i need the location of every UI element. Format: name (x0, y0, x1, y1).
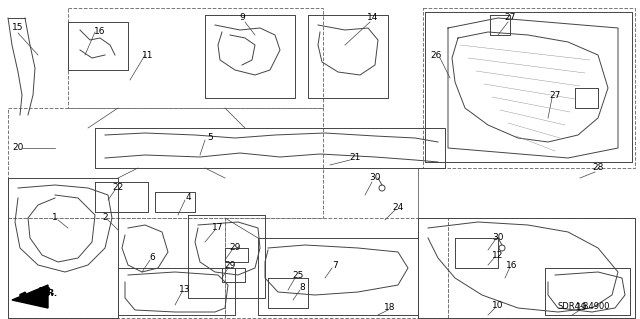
Text: 29: 29 (224, 261, 236, 270)
Bar (8, 108, 323, 218)
Text: 13: 13 (179, 286, 191, 294)
Text: 9: 9 (239, 13, 245, 23)
Text: FR.: FR. (38, 287, 56, 297)
Bar (225, 218, 448, 318)
Text: SDR4-B4900: SDR4-B4900 (557, 302, 610, 311)
Text: 20: 20 (12, 144, 24, 152)
Text: 7: 7 (332, 261, 338, 270)
Text: 28: 28 (592, 164, 604, 173)
Text: 17: 17 (212, 224, 224, 233)
Text: FR.: FR. (42, 290, 58, 299)
Text: 22: 22 (113, 183, 124, 192)
Text: 18: 18 (384, 303, 396, 313)
Text: 5: 5 (207, 133, 213, 143)
Bar (68, 8, 323, 108)
Text: 24: 24 (392, 204, 404, 212)
Text: 21: 21 (349, 153, 361, 162)
Bar (423, 8, 635, 168)
Text: 30: 30 (492, 234, 504, 242)
Bar (448, 218, 635, 318)
Text: 16: 16 (94, 27, 106, 36)
Bar (8, 218, 225, 318)
Text: 29: 29 (229, 243, 241, 253)
Text: 1: 1 (52, 213, 58, 222)
Text: 6: 6 (149, 254, 155, 263)
Text: 14: 14 (367, 13, 379, 23)
Text: 30: 30 (369, 174, 381, 182)
Text: 15: 15 (12, 24, 24, 33)
Text: 2: 2 (102, 213, 108, 222)
Text: 25: 25 (292, 271, 304, 279)
Text: 8: 8 (299, 284, 305, 293)
Polygon shape (12, 285, 48, 308)
Text: 11: 11 (142, 50, 154, 60)
Text: 4: 4 (185, 194, 191, 203)
Text: 27: 27 (549, 91, 561, 100)
Text: 26: 26 (430, 50, 442, 60)
Text: 12: 12 (492, 250, 504, 259)
Text: 10: 10 (492, 300, 504, 309)
Text: 16: 16 (506, 261, 518, 270)
Text: 19: 19 (576, 303, 588, 313)
Text: 27: 27 (504, 13, 516, 23)
